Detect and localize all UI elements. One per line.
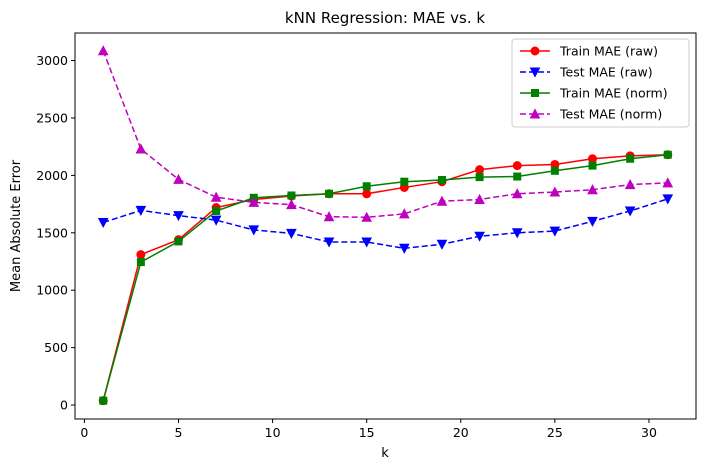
data-point: [511, 188, 523, 199]
legend: Train MAE (raw) Test MAE (raw) Train MAE (…: [511, 38, 690, 128]
data-point: [136, 250, 146, 260]
data-point: [474, 231, 485, 242]
data-point: [588, 154, 597, 164]
y-tick-label: 1000: [36, 283, 68, 298]
legend-box: [511, 38, 690, 128]
data-point: [513, 172, 522, 181]
data-point: [512, 161, 522, 171]
data-point: [136, 258, 145, 267]
y-axis: 0 500 1000 1500 2000 2500 3000: [36, 53, 75, 413]
y-tick-label: 2500: [36, 110, 68, 125]
x-axis: 0 5 10 15 20 25 30: [80, 419, 657, 440]
y-tick-label: 1500: [36, 225, 68, 240]
data-point: [362, 182, 371, 191]
data-point: [212, 206, 221, 215]
legend-entry: Test MAE (raw): [520, 65, 653, 80]
legend-label: Train MAE (raw): [559, 44, 658, 59]
data-point: [511, 228, 523, 239]
data-point: [587, 216, 598, 227]
legend-marker: [530, 46, 540, 56]
data-point: [286, 228, 297, 239]
series-line: [102, 50, 668, 219]
data-point: [323, 237, 335, 248]
data-point: [662, 194, 674, 205]
data-point: [474, 193, 485, 204]
legend-label: Test MAE (raw): [559, 65, 653, 80]
x-tick-label: 20: [453, 425, 469, 440]
series-2: [99, 150, 672, 405]
data-point: [436, 195, 448, 206]
data-point: [248, 225, 260, 236]
x-tick-label: 0: [80, 425, 88, 440]
data-point: [587, 184, 598, 195]
series-line: [102, 153, 668, 401]
data-point: [626, 154, 635, 163]
data-point: [174, 237, 183, 246]
y-axis-label: Mean Absolute Error: [9, 159, 24, 292]
data-point: [624, 179, 636, 190]
data-point: [135, 143, 147, 154]
x-tick-label: 10: [265, 425, 281, 440]
x-tick-label: 30: [641, 425, 657, 440]
data-point: [437, 175, 446, 184]
data-point: [398, 208, 410, 219]
series-line: [102, 198, 669, 250]
x-tick-label: 25: [547, 425, 563, 440]
data-point: [173, 211, 184, 222]
y-tick-label: 2000: [36, 168, 68, 183]
chart-title: kNN Regression: MAE vs. k: [285, 9, 485, 27]
x-axis-label: k: [381, 446, 389, 461]
legend-marker: [529, 67, 541, 78]
legend-entry: Train MAE (raw): [520, 44, 658, 59]
y-tick-label: 500: [44, 340, 68, 355]
data-point: [436, 239, 448, 250]
data-point: [361, 237, 373, 248]
data-point: [475, 173, 484, 182]
data-point: [550, 166, 559, 175]
data-point: [323, 211, 335, 222]
legend-label: Train MAE (norm): [559, 86, 668, 101]
plot-area: [97, 45, 674, 406]
legend-marker: [529, 108, 541, 119]
data-point: [97, 217, 109, 229]
data-point: [588, 161, 597, 170]
series-1: [97, 194, 674, 254]
data-point: [663, 150, 672, 159]
x-tick-label: 5: [175, 425, 183, 440]
axes-frame: [74, 32, 697, 420]
data-point: [662, 177, 674, 188]
series-line: [102, 153, 668, 401]
data-point: [398, 243, 410, 254]
data-point: [248, 196, 260, 207]
y-tick-label: 3000: [36, 53, 68, 68]
data-point: [173, 173, 184, 184]
data-point: [361, 211, 373, 222]
data-point: [210, 215, 222, 226]
data-point: [286, 199, 297, 210]
legend-label: Test MAE (norm): [559, 107, 662, 122]
data-point: [549, 186, 561, 197]
data-point: [400, 177, 409, 186]
data-point: [624, 206, 636, 217]
legend-entry: Train MAE (norm): [520, 86, 668, 101]
data-point: [135, 205, 147, 216]
data-point: [287, 191, 296, 200]
series-3: [97, 45, 674, 222]
data-point: [475, 165, 485, 175]
y-tick-label: 0: [60, 398, 68, 413]
x-tick-label: 15: [359, 425, 375, 440]
data-point: [210, 191, 222, 202]
legend-entry: Test MAE (norm): [520, 107, 662, 122]
data-point: [549, 226, 561, 237]
data-point: [325, 189, 334, 198]
data-point: [99, 396, 108, 405]
legend-marker: [531, 89, 539, 97]
data-point: [362, 189, 372, 199]
series-0: [98, 150, 673, 406]
data-point: [97, 45, 109, 56]
